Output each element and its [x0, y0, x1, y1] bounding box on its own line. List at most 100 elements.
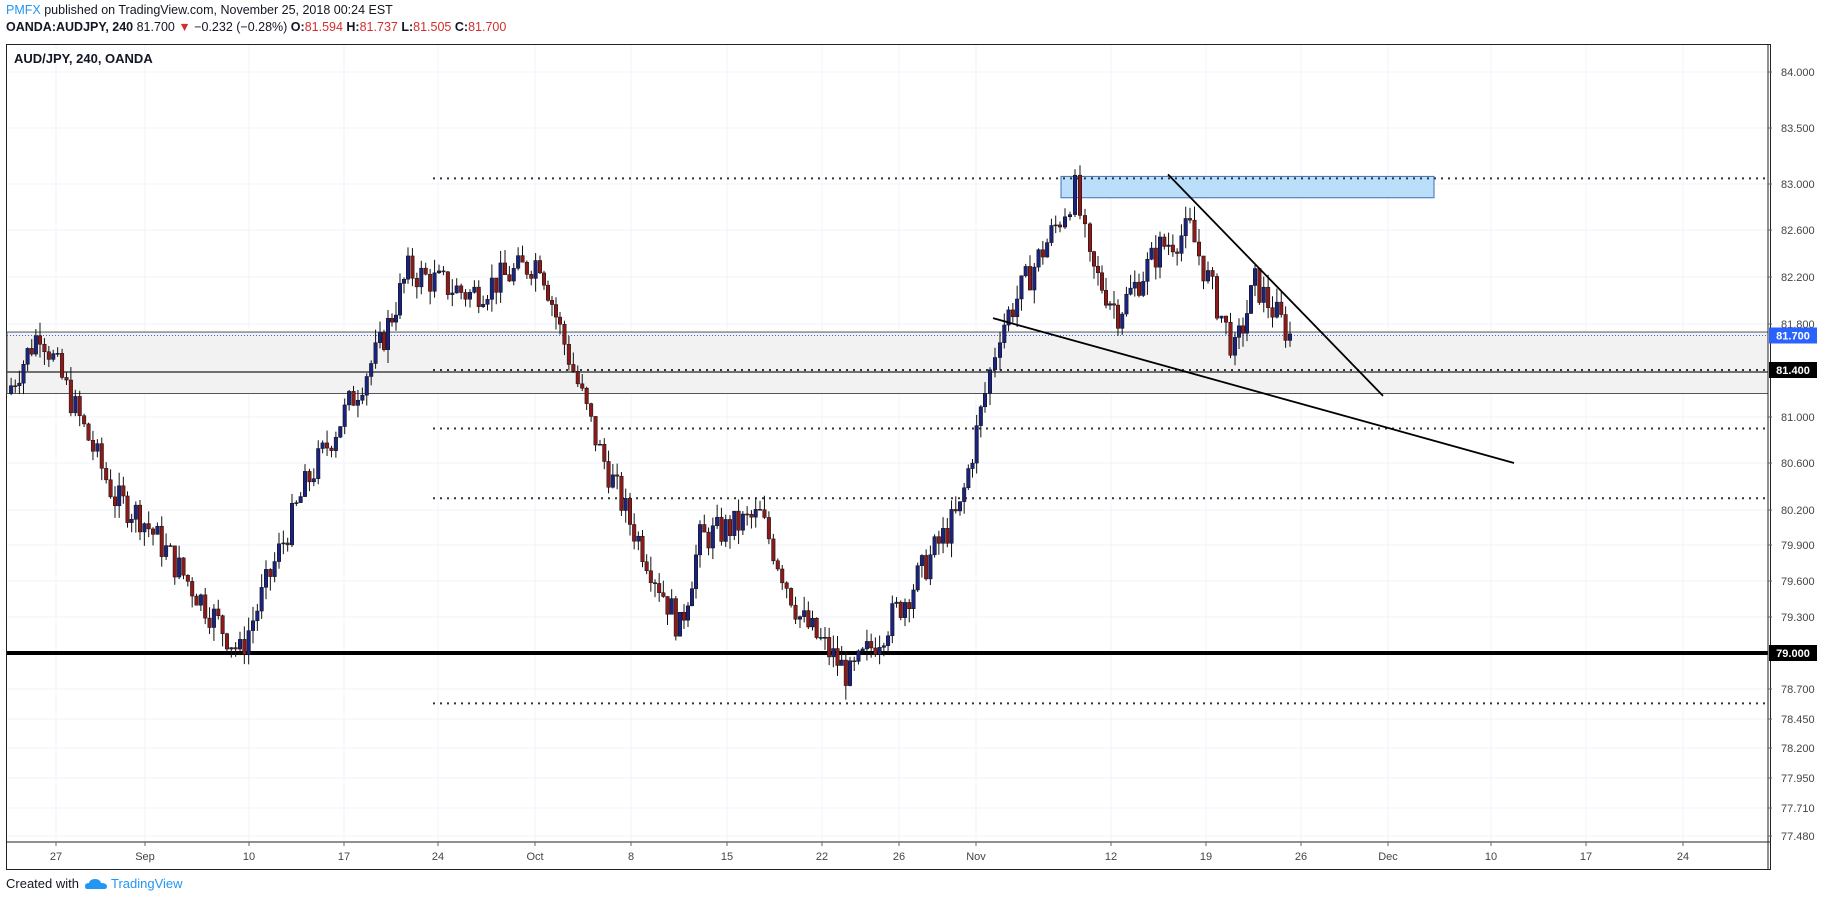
candle-body	[806, 610, 811, 628]
candle-body	[146, 523, 151, 530]
candle-body	[835, 648, 840, 666]
footer: Created with TradingView	[6, 876, 183, 891]
candle-body	[1245, 313, 1249, 334]
candle-body	[454, 285, 459, 294]
candle-body	[347, 391, 352, 406]
candle-body	[1104, 290, 1108, 306]
candle-body	[538, 260, 542, 274]
candle-body	[360, 394, 365, 401]
y-tick-label: 79.600	[1781, 576, 1815, 588]
candle-body	[762, 509, 767, 518]
x-tick-label: Oct	[526, 851, 543, 863]
candle-body	[285, 542, 290, 546]
candle-body	[1128, 287, 1133, 295]
candle-body	[51, 353, 56, 360]
candle-body	[1257, 268, 1262, 303]
x-tick-label: 24	[1677, 851, 1689, 863]
candle-body	[1049, 225, 1054, 243]
candle-body	[839, 659, 844, 666]
candle-body	[802, 610, 807, 617]
publisher-name[interactable]: PMFX	[6, 3, 41, 17]
candle-body	[1063, 216, 1067, 228]
candle-body	[856, 650, 861, 662]
candle-body	[1215, 276, 1219, 319]
candle-body	[818, 637, 823, 639]
candle-body	[294, 502, 299, 504]
candle-body	[974, 425, 979, 464]
y-tick-label: 80.200	[1781, 505, 1815, 517]
candle-body	[860, 648, 865, 652]
candle-body	[542, 272, 546, 286]
candle-body	[983, 393, 987, 408]
candle-body	[848, 660, 852, 686]
candle-body	[125, 495, 130, 523]
candle-body	[68, 379, 73, 414]
candle-body	[298, 496, 303, 503]
candle-body	[33, 335, 38, 355]
candle-body	[42, 343, 47, 353]
candle-body	[450, 292, 455, 295]
candle-body	[1197, 241, 1201, 257]
candle-body	[636, 535, 641, 542]
candle-body	[1028, 266, 1032, 291]
candle-body	[277, 543, 281, 562]
candle-body	[1179, 235, 1184, 254]
price-label-box	[1769, 645, 1817, 661]
candle-body	[419, 267, 424, 288]
candle-body	[494, 277, 499, 293]
candle-body	[941, 528, 946, 544]
x-tick-label: 26	[1295, 851, 1307, 863]
candle-body	[615, 474, 620, 477]
candle-body	[894, 601, 899, 604]
x-tick-label: 27	[50, 851, 62, 863]
tradingview-link[interactable]: TradingView	[84, 876, 183, 891]
candle-body	[873, 647, 878, 655]
candle-body	[1224, 315, 1228, 323]
candle-body	[342, 404, 347, 427]
candle-body	[1083, 215, 1087, 225]
candle-body	[710, 525, 715, 549]
candle-body	[1241, 325, 1245, 334]
candle-body	[104, 468, 109, 481]
candle-body	[121, 485, 126, 497]
last-price: 81.700	[136, 20, 175, 34]
candle-body	[364, 376, 369, 396]
candle-body	[1124, 293, 1129, 315]
candle-body	[529, 274, 534, 279]
candle-body	[749, 513, 754, 518]
candle-body	[463, 292, 468, 300]
candle-body	[86, 423, 91, 441]
candle-body	[190, 581, 195, 597]
candle-body	[1206, 270, 1210, 282]
candle-body	[198, 594, 203, 606]
candle-body	[1149, 247, 1154, 260]
candle-body	[915, 565, 920, 591]
candle-body	[402, 278, 406, 284]
candle-body	[1233, 337, 1237, 356]
y-tick-label: 78.700	[1781, 684, 1815, 696]
candle-body	[113, 496, 117, 507]
candle-body	[264, 569, 268, 588]
candle-body	[753, 509, 758, 518]
candle-body	[60, 353, 65, 378]
candle-body	[394, 314, 398, 323]
candle-body	[382, 332, 386, 350]
candle-body	[64, 377, 69, 381]
candle-body	[1032, 266, 1037, 291]
candle-body	[988, 369, 992, 394]
candle-body	[780, 568, 785, 584]
x-tick-label: Nov	[966, 851, 986, 863]
candle-body	[558, 316, 562, 325]
y-tick-label: 77.480	[1781, 831, 1815, 843]
x-tick-label: 15	[721, 851, 733, 863]
candle-body	[1053, 224, 1058, 227]
candle-body	[814, 617, 819, 638]
x-tick-label: 8	[628, 851, 634, 863]
close-value: 81.700	[468, 20, 507, 34]
candle-body	[919, 555, 924, 566]
candle-body	[1170, 244, 1175, 253]
candle-body	[1270, 307, 1275, 318]
candle-body	[936, 536, 941, 544]
candle-body	[177, 557, 182, 578]
